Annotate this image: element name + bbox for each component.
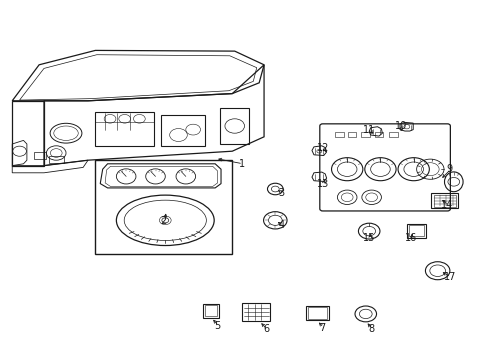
Bar — [305, 306, 328, 320]
Bar — [406, 224, 426, 238]
Bar — [95, 160, 232, 254]
Text: 14: 14 — [440, 200, 453, 210]
Bar — [433, 195, 455, 207]
Bar — [220, 108, 249, 144]
Text: 3: 3 — [278, 188, 284, 198]
Text: 5: 5 — [214, 321, 220, 331]
Text: 4: 4 — [278, 220, 284, 230]
Bar — [34, 152, 46, 159]
Text: 12: 12 — [316, 143, 328, 153]
Text: 15: 15 — [362, 233, 375, 243]
Text: 9: 9 — [446, 164, 452, 174]
Bar — [408, 225, 424, 236]
Text: 6: 6 — [263, 324, 269, 334]
Text: 10: 10 — [394, 121, 407, 131]
Text: 7: 7 — [319, 323, 325, 333]
Text: 16: 16 — [404, 233, 416, 243]
Bar — [361, 132, 369, 137]
Bar — [242, 303, 270, 321]
Text: 13: 13 — [316, 179, 328, 189]
Text: 17: 17 — [443, 272, 455, 282]
Text: 2: 2 — [161, 216, 166, 226]
Bar — [430, 193, 457, 208]
Text: 1: 1 — [239, 159, 244, 169]
Bar — [307, 307, 326, 319]
Bar — [347, 132, 356, 137]
Bar — [203, 304, 219, 318]
Bar — [374, 132, 383, 137]
Bar — [388, 132, 397, 137]
Bar — [204, 305, 217, 316]
Text: 11: 11 — [362, 125, 375, 135]
Text: 8: 8 — [368, 324, 374, 334]
Bar — [161, 115, 205, 146]
Bar — [95, 112, 154, 146]
Bar — [335, 132, 344, 137]
Bar — [49, 156, 63, 163]
